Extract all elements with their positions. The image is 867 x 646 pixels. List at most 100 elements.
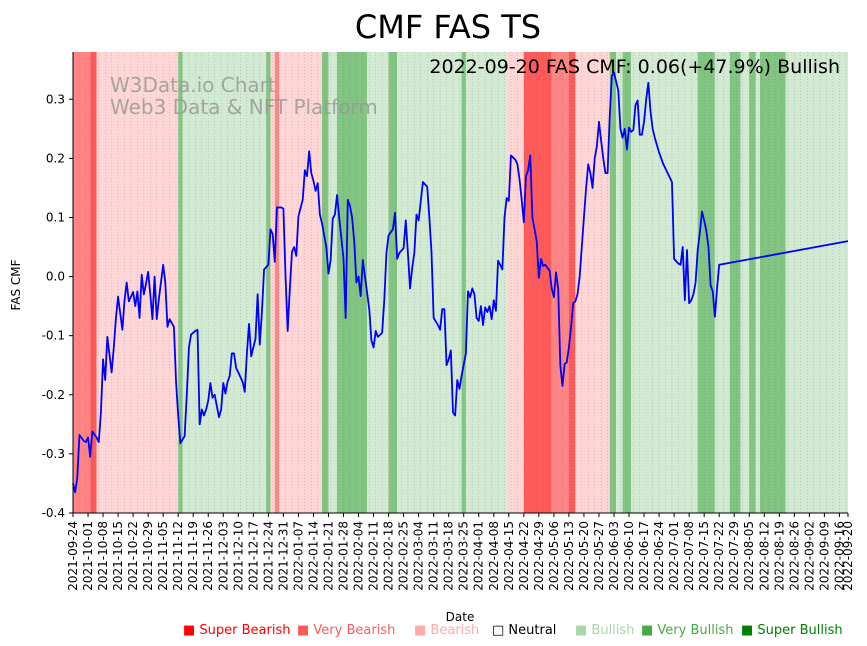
x-tick-label: 2022-06-24 — [652, 521, 666, 591]
x-tick-label: 2022-07-15 — [697, 521, 711, 591]
regime-band-very-bullish — [622, 52, 632, 513]
regime-band-bullish — [616, 52, 623, 513]
x-tick-label: 2022-05-13 — [562, 521, 576, 591]
regime-band-bullish — [714, 52, 730, 513]
x-tick-label: 2022-03-25 — [457, 521, 471, 591]
regime-band-very-bullish — [337, 52, 368, 513]
x-tick-label: 2021-11-26 — [201, 521, 215, 591]
regime-band-bullish — [755, 52, 760, 513]
y-tick-label: -0.4 — [42, 506, 65, 520]
x-tick-label: 2021-12-10 — [231, 521, 245, 591]
date-gridlines — [72, 52, 847, 513]
x-tick-label: 2021-12-24 — [261, 521, 275, 591]
y-axis-ticks: -0.4 -0.3 -0.2 -0.1 0.0 0.1 0.2 0.3 — [42, 92, 73, 520]
watermark-line-2: Web3 Data & NFT Platform — [110, 95, 378, 119]
x-tick-label: 2022-09-09 — [817, 521, 831, 591]
x-tick-label: 2022-09-16 — [832, 521, 846, 591]
x-tick-label: 2022-04-29 — [532, 521, 546, 591]
regime-band-bullish — [367, 52, 389, 513]
regime-band-very-bullish — [461, 52, 466, 513]
x-tick-label: 2022-08-26 — [787, 521, 801, 591]
regime-band-very-bullish — [749, 52, 756, 513]
x-tick-label: 2022-02-25 — [397, 521, 411, 591]
x-tick-label: 2022-03-04 — [412, 521, 426, 591]
watermark-line-1: W3Data.io Chart — [110, 73, 276, 97]
regime-band-bearish — [506, 52, 524, 513]
x-tick-label: 2021-09-24 — [66, 521, 80, 591]
x-tick-label: 2022-06-03 — [607, 521, 621, 591]
x-tick-label: 2021-12-31 — [276, 521, 290, 591]
regime-band-bullish — [740, 52, 750, 513]
status-text: 2022-09-20 FAS CMF: 0.06(+47.9%) Bullish — [429, 56, 840, 78]
x-tick-label: 2022-07-29 — [727, 521, 741, 591]
regime-band-bullish — [397, 52, 462, 513]
regime-band-bearish — [270, 52, 275, 513]
regime-band-very-bullish — [729, 52, 741, 513]
legend-item-super-bullish: ■ Super Bullish — [741, 623, 843, 638]
x-tick-label: 2022-03-18 — [442, 521, 456, 591]
x-tick-label: 2021-10-08 — [96, 521, 110, 591]
x-tick-label: 2022-07-08 — [682, 521, 696, 591]
x-tick-label: 2022-06-10 — [622, 521, 636, 591]
x-tick-label: 2022-01-14 — [306, 521, 320, 591]
y-tick-label: 0.1 — [46, 210, 65, 224]
regime-band-bullish — [631, 52, 647, 513]
x-tick-label: 2022-09-20 — [841, 521, 855, 591]
y-axis-label: FAS CMF — [9, 259, 23, 310]
x-tick-label: 2022-08-19 — [772, 521, 786, 591]
regime-band-bullish — [182, 52, 267, 513]
regime-band-very-bullish — [266, 52, 271, 513]
regime-band-bullish — [465, 52, 507, 513]
legend-item-super-bearish: ■ Super Bearish — [183, 623, 291, 638]
legend-item-very-bullish: ■ Very Bullish — [641, 623, 733, 638]
y-tick-label: 0.2 — [46, 151, 65, 165]
chart-title: CMF FAS TS — [355, 8, 541, 46]
regime-band-very-bearish — [274, 52, 280, 513]
regime-band-super-bearish — [568, 52, 576, 513]
x-tick-label: 2022-04-22 — [517, 521, 531, 591]
x-tick-label: 2022-07-22 — [712, 521, 726, 591]
x-tick-label: 2022-07-01 — [667, 521, 681, 591]
regime-band-very-bullish — [759, 52, 776, 513]
x-tick-label: 2022-04-01 — [472, 521, 486, 591]
x-tick-label: 2022-05-27 — [592, 521, 606, 591]
regime-band-very-bullish — [178, 52, 183, 513]
x-axis-ticks: 2021-09-24 2021-10-01 2021-10-08 2021-10-15… — [66, 513, 855, 591]
series-line-fas-cmf — [72, 71, 849, 494]
x-tick-label: 2021-10-29 — [141, 521, 155, 591]
legend-item-bearish: ■ Bearish — [414, 623, 479, 638]
y-tick-label: -0.1 — [42, 329, 65, 343]
regime-band-very-bullish — [388, 52, 398, 513]
regime-band-super-bearish — [523, 52, 552, 513]
regime-band-very-bullish — [775, 52, 786, 513]
x-tick-label: 2022-02-04 — [352, 521, 366, 591]
x-tick-label: 2021-10-22 — [126, 521, 140, 591]
y-tick-label: 0.3 — [46, 92, 65, 106]
x-tick-label: 2022-01-28 — [336, 521, 350, 591]
x-tick-label: 2022-03-11 — [427, 521, 441, 591]
x-tick-label: 2021-10-15 — [111, 521, 125, 591]
x-tick-label: 2021-11-12 — [171, 521, 185, 591]
x-tick-label: 2021-10-01 — [81, 521, 95, 591]
regime-band-bearish — [575, 52, 610, 513]
regime-band-very-bullish — [697, 52, 715, 513]
regime-band-bullish — [328, 52, 338, 513]
x-tick-label: 2022-05-20 — [577, 521, 591, 591]
y-tick-label: 0.0 — [46, 270, 65, 284]
regime-band-very-bullish — [322, 52, 329, 513]
x-tick-label: 2022-08-12 — [757, 521, 771, 591]
x-tick-label: 2022-02-18 — [382, 521, 396, 591]
x-tick-label: 2022-06-17 — [637, 521, 651, 591]
x-tick-label: 2022-08-05 — [742, 521, 756, 591]
regime-band-super-bearish — [90, 52, 97, 513]
x-tick-label: 2021-12-03 — [216, 521, 230, 591]
x-tick-label: 2022-09-02 — [802, 521, 816, 591]
regime-band-very-bullish — [609, 52, 617, 513]
regime-band-bullish — [785, 52, 848, 513]
x-tick-label: 2021-11-05 — [156, 521, 170, 591]
legend-item-bullish: ■ Bullish — [575, 623, 634, 638]
x-tick-label: 2022-01-07 — [291, 521, 305, 591]
regime-band-very-bearish — [73, 52, 91, 513]
legend-item-neutral: □ Neutral — [492, 623, 556, 638]
